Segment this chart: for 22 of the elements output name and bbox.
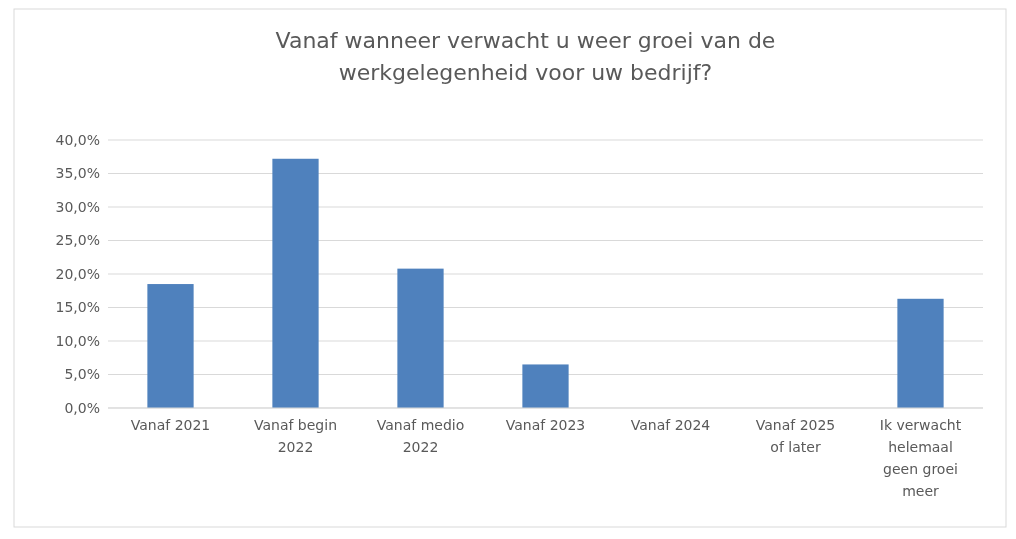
y-tick-label: 25,0%	[55, 232, 100, 249]
y-tick-label: 15,0%	[55, 299, 100, 316]
x-tick-label: Vanaf 2023	[505, 417, 586, 433]
y-tick-label: 40,0%	[55, 131, 100, 148]
chart-title: Vanaf wanneer verwacht u weer groei van de werkgelegenheid voor uw bedrijf?	[275, 28, 776, 85]
x-tick-label: Vanaf 2021	[130, 417, 211, 433]
x-tick-label: Vanaf 2025 of later	[755, 417, 836, 455]
y-tick-label: 35,0%	[55, 165, 100, 182]
y-tick-label: 5,0%	[64, 366, 100, 383]
bar	[897, 298, 944, 408]
y-tick-label: 0,0%	[64, 399, 100, 416]
bar	[147, 284, 194, 408]
x-tick-label: Vanaf medio 2022	[376, 417, 465, 455]
x-tick-label: Vanaf begin 2022	[253, 417, 338, 455]
x-tick-label: Vanaf 2024	[630, 417, 711, 433]
bar	[272, 158, 319, 408]
bar	[522, 364, 569, 408]
bar	[397, 268, 444, 408]
y-tick-label: 30,0%	[55, 198, 100, 215]
x-tick-label: Ik verwacht helemaal geen groei meer	[879, 417, 962, 499]
y-tick-label: 20,0%	[55, 265, 100, 282]
y-tick-label: 10,0%	[55, 332, 100, 349]
